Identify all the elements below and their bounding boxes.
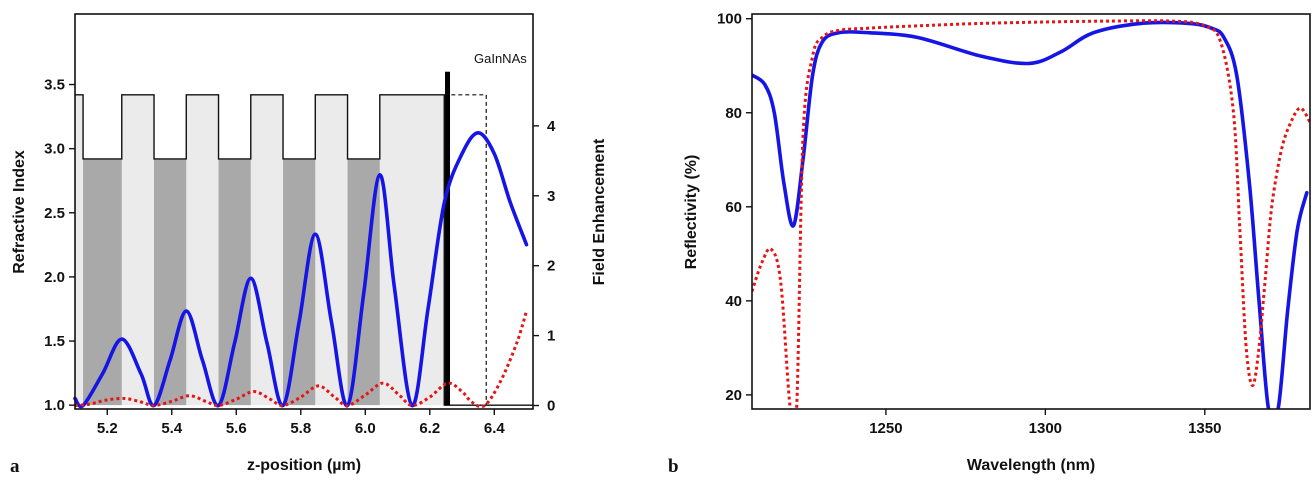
- x-tick-label: 1300: [1029, 420, 1062, 437]
- y-right-tick-label: 3: [547, 188, 555, 205]
- field-line-dotted: [74, 310, 528, 409]
- high-index-layer-top: [121, 94, 155, 159]
- plot-frame-a: [74, 13, 534, 410]
- x-tick-label: 5.8: [290, 420, 311, 437]
- reflectivity-line-dotted: [752, 19, 1310, 409]
- high-index-layer: [250, 158, 284, 406]
- x-tick-label: 5.6: [226, 420, 247, 437]
- y-tick-label: 100: [717, 11, 742, 28]
- high-index-layer: [315, 158, 348, 406]
- y-left-tick-label: 1.5: [44, 333, 65, 350]
- high-index-layer-top: [186, 94, 219, 159]
- high-index-layer-top: [315, 94, 348, 159]
- panel-label-a: a: [10, 456, 20, 477]
- high-index-layer-top: [250, 94, 284, 159]
- gainnas-layer-bar: [445, 71, 451, 406]
- x-axis-ticks-b: 1250 1300 1350: [869, 409, 1221, 437]
- low-index-layer: [83, 158, 122, 406]
- low-index-layer: [154, 158, 187, 406]
- low-index-layer: [283, 158, 316, 406]
- field-series: [73, 130, 529, 409]
- dashed-cavity-outline: [444, 94, 487, 406]
- panel-b: 1250 1300 1350 20 40 60 80 100 Wavelength (nm)…: [668, 11, 1311, 477]
- gainnas-annotation: GaInNAs: [474, 51, 527, 66]
- y-tick-label: 40: [725, 293, 742, 310]
- low-index-layer: [218, 158, 251, 406]
- x-tick-label: 5.4: [161, 420, 183, 437]
- panel-a: 5.2 5.4 5.6 5.8 6.0 6.2 6.4 1.0 1.5 2.0 2.5 3.0 3.5…: [10, 13, 608, 477]
- y-left-axis-label-a: Refractive Index: [11, 150, 28, 274]
- y-right-axis-label-a: Field Enhancement: [591, 138, 608, 285]
- y-left-tick-label: 1.0: [44, 397, 65, 414]
- high-index-layer-top: [379, 94, 445, 159]
- x-tick-label: 6.4: [484, 420, 506, 437]
- y-left-tick-label: 2.0: [44, 269, 65, 286]
- y-right-tick-label: 4: [547, 118, 556, 135]
- y-left-tick-label: 3.0: [44, 141, 65, 158]
- x-tick-label: 1350: [1188, 420, 1221, 437]
- reflectivity-series: [752, 19, 1310, 409]
- high-index-layer: [186, 158, 219, 406]
- x-axis-ticks-a: 5.2 5.4 5.6 5.8 6.0 6.2 6.4: [97, 409, 506, 437]
- y-left-tick-label: 2.5: [44, 205, 65, 222]
- y-left-axis-ticks-a: 1.0 1.5 2.0 2.5 3.0 3.5: [44, 77, 75, 414]
- x-tick-label: 6.0: [355, 420, 376, 437]
- y-left-tick-label: 3.5: [44, 77, 65, 94]
- y-right-tick-label: 2: [547, 258, 555, 275]
- refractive-index-profile: [75, 71, 533, 406]
- y-right-tick-label: 1: [547, 328, 555, 345]
- x-tick-label: 6.2: [419, 420, 440, 437]
- plot-frame-b: [751, 13, 1311, 410]
- y-tick-label: 60: [725, 199, 742, 216]
- y-right-tick-label: 0: [547, 398, 555, 415]
- field-line-solid: [73, 130, 529, 409]
- x-axis-label-a: z-position (µm): [247, 457, 361, 474]
- x-tick-label: 5.2: [97, 420, 118, 437]
- y-right-axis-ticks-a: 0 1 2 3 4: [533, 118, 556, 415]
- y-axis-label-b: Reflectivity (%): [683, 155, 700, 270]
- x-axis-label-b: Wavelength (nm): [967, 457, 1095, 474]
- y-tick-label: 80: [725, 105, 742, 122]
- high-index-layer: [75, 158, 84, 406]
- high-index-layer-top: [75, 94, 84, 159]
- x-tick-label: 1250: [869, 420, 902, 437]
- y-axis-ticks-b: 20 40 60 80 100: [717, 11, 752, 404]
- y-tick-label: 20: [725, 387, 742, 404]
- panel-label-b: b: [668, 456, 679, 477]
- high-index-layer: [379, 158, 445, 406]
- index-step-line: [75, 94, 533, 406]
- reflectivity-line-solid: [752, 20, 1309, 409]
